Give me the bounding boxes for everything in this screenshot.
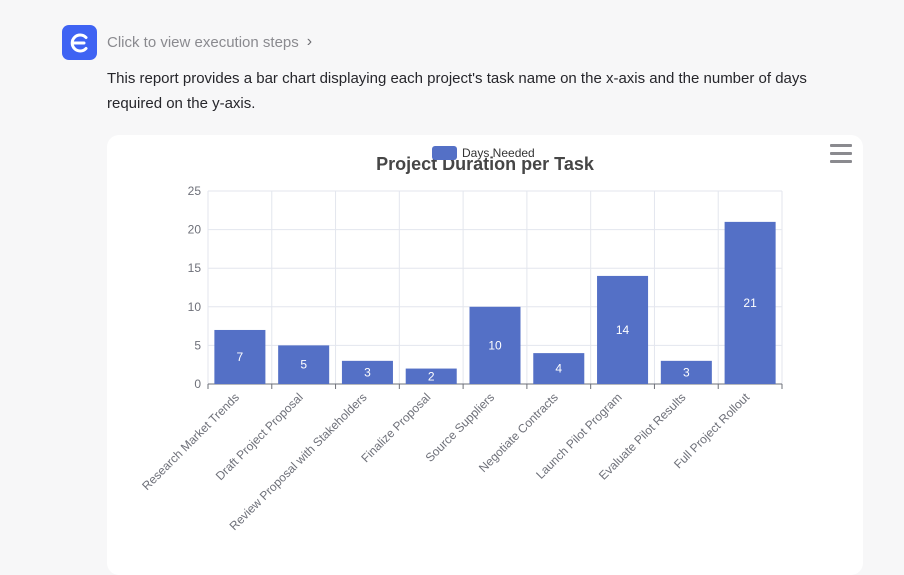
chart-title: Project Duration per Task xyxy=(376,154,595,174)
y-tick-label: 10 xyxy=(188,300,202,314)
app-logo xyxy=(62,25,97,60)
bar xyxy=(405,368,457,384)
execution-link-label: Click to view execution steps xyxy=(107,33,299,51)
chevron-right-icon: › xyxy=(306,33,313,50)
view-execution-steps-link[interactable]: Click to view execution steps › xyxy=(107,31,312,53)
data-label: 2 xyxy=(428,369,435,383)
y-tick-label: 25 xyxy=(188,184,202,198)
data-label: 3 xyxy=(364,365,371,379)
bar xyxy=(278,345,330,384)
bar xyxy=(533,353,585,384)
x-tick-label: Source Suppliers xyxy=(423,390,498,465)
y-tick-label: 5 xyxy=(194,338,201,352)
bar xyxy=(597,275,649,384)
data-label: 5 xyxy=(300,358,307,372)
y-tick-label: 0 xyxy=(194,377,201,391)
bar xyxy=(469,306,521,384)
y-tick-label: 15 xyxy=(188,261,202,275)
bar xyxy=(724,221,776,384)
y-tick-label: 20 xyxy=(188,223,202,237)
x-tick-label: Review Proposal with Stakeholders xyxy=(227,390,370,533)
legend-swatch xyxy=(432,146,457,160)
data-label: 14 xyxy=(616,323,630,337)
data-label: 7 xyxy=(237,350,244,364)
bar xyxy=(341,360,393,384)
report-description: This report provides a bar chart display… xyxy=(107,70,807,112)
bar xyxy=(660,360,712,384)
hamburger-menu-icon[interactable] xyxy=(830,144,852,164)
legend-label: Days Needed xyxy=(462,146,535,160)
brand-e-icon xyxy=(70,33,87,52)
bar xyxy=(214,329,266,384)
data-label: 21 xyxy=(743,296,757,310)
data-label: 3 xyxy=(683,365,690,379)
data-label: 4 xyxy=(555,362,562,376)
data-label: 10 xyxy=(488,338,502,352)
